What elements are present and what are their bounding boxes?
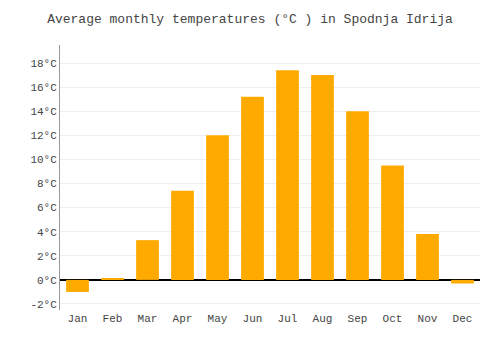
svg-text:Jun: Jun — [243, 313, 263, 325]
svg-text:Sep: Sep — [348, 313, 368, 325]
svg-text:6°C: 6°C — [37, 202, 57, 214]
svg-text:Feb: Feb — [103, 313, 123, 325]
svg-text:Nov: Nov — [418, 313, 438, 325]
svg-text:4°C: 4°C — [37, 227, 57, 239]
svg-text:-2°C: -2°C — [30, 299, 57, 311]
svg-text:Average monthly temperatures (: Average monthly temperatures (°C ) in Sp… — [47, 12, 453, 27]
svg-text:8°C: 8°C — [37, 178, 57, 190]
svg-text:Oct: Oct — [383, 313, 403, 325]
svg-text:Jul: Jul — [278, 313, 298, 325]
svg-text:Aug: Aug — [313, 313, 333, 325]
svg-text:Jan: Jan — [68, 313, 88, 325]
svg-text:10°C: 10°C — [30, 154, 57, 166]
svg-text:12°C: 12°C — [30, 130, 57, 142]
svg-text:16°C: 16°C — [30, 82, 57, 94]
svg-text:14°C: 14°C — [30, 106, 57, 118]
svg-text:2°C: 2°C — [37, 251, 57, 263]
svg-text:0°C: 0°C — [37, 275, 57, 287]
svg-text:Dec: Dec — [453, 313, 473, 325]
svg-text:18°C: 18°C — [30, 58, 57, 70]
svg-text:Apr: Apr — [173, 313, 193, 325]
svg-text:Mar: Mar — [138, 313, 158, 325]
svg-text:May: May — [208, 313, 228, 325]
